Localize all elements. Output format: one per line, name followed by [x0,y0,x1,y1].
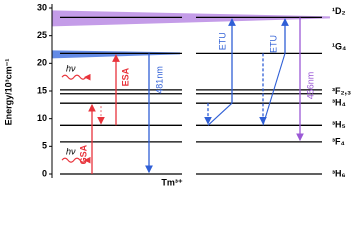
etu-link [262,53,286,126]
emission-456-label: 456nm [305,72,315,100]
level-label: ¹D₂ [332,6,346,16]
level-label: ³H₄ [332,98,346,108]
etu-label: ETU [217,32,227,50]
photon-wave [61,156,91,164]
level-label: ³F₄ [332,136,345,146]
y-tick-label: 0 [42,168,47,178]
y-tick-label: 20 [37,58,47,68]
level-label: ³H₅ [332,120,346,130]
emission-band-violet [52,10,330,27]
y-tick-label: 5 [42,141,47,151]
y-tick-label: 30 [37,2,47,12]
level-label: ³H₆ [332,168,346,178]
y-tick-label: 25 [37,30,47,40]
level-label: ¹G₄ [332,42,346,52]
etu-label: ETU [268,35,278,53]
photon-wave [61,73,91,81]
emission-481-label: 481nm [154,66,164,94]
gsa-label: GSA [78,144,88,164]
level-label: ³F₂,₃ [332,86,351,96]
ion-label: Tm³⁺ [161,177,182,187]
esa-label: ESA [120,67,130,86]
photon-label: hν [66,147,76,157]
y-tick-label: 15 [37,85,47,95]
energy-diagram: Energy/10³cm⁻¹ Tm³⁺ 0 5 10 15 20 25 30 ¹D₂ ¹G₄ ³F… [3,2,351,187]
y-tick-label: 10 [37,113,47,123]
photon-label: hν [66,64,76,74]
axis-label: Energy/10³cm⁻¹ [3,59,13,126]
etu-link [207,102,233,126]
